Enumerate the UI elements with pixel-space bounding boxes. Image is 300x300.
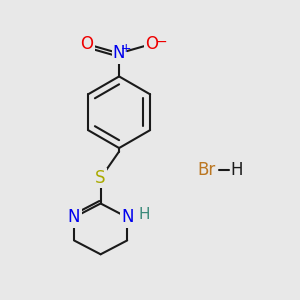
- Text: Br: Br: [198, 161, 216, 179]
- Text: H: H: [230, 161, 243, 179]
- Text: H: H: [139, 207, 150, 222]
- Text: N: N: [68, 208, 80, 226]
- Text: O: O: [80, 35, 93, 53]
- Text: S: S: [95, 169, 106, 187]
- Text: O: O: [145, 35, 158, 53]
- Text: +: +: [120, 42, 131, 55]
- Text: N: N: [113, 44, 125, 62]
- Text: −: −: [155, 35, 167, 49]
- Text: N: N: [121, 208, 134, 226]
